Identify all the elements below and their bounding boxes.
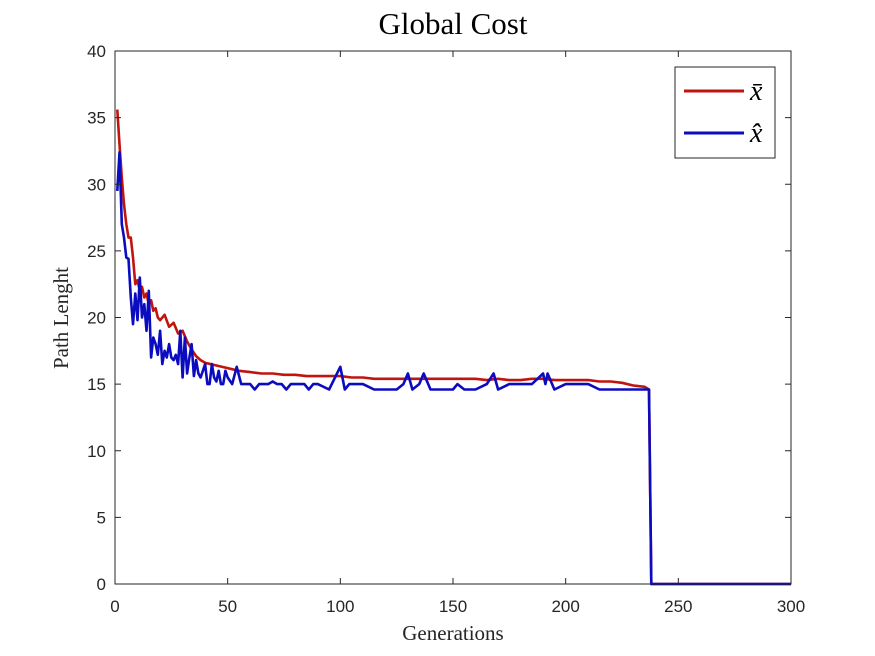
x-tick-label: 200 xyxy=(551,597,579,616)
x-tick-label: 0 xyxy=(110,597,119,616)
y-tick-label: 10 xyxy=(87,442,106,461)
y-axis-label: Path Lenght xyxy=(49,267,73,369)
y-tick-label: 0 xyxy=(97,575,106,594)
legend: x̄ x̂ xyxy=(674,66,776,159)
y-tick-label: 30 xyxy=(87,175,106,194)
y-tick-label: 25 xyxy=(87,242,106,261)
y-tick-label: 35 xyxy=(87,109,106,128)
y-tick-label: 20 xyxy=(87,309,106,328)
y-tick-label: 40 xyxy=(87,42,106,61)
x-tick-label: 50 xyxy=(218,597,237,616)
series-layer xyxy=(116,109,791,586)
y-tick-label: 15 xyxy=(87,375,106,394)
x-tick-label: 300 xyxy=(777,597,805,616)
x-tick-label: 150 xyxy=(439,597,467,616)
y-tick-label: 5 xyxy=(97,508,106,527)
series-line-x-hat xyxy=(116,151,791,586)
legend-box xyxy=(674,66,776,159)
legend-label-x-hat: x̂ xyxy=(749,118,763,149)
x-axis-label: Generations xyxy=(402,621,503,645)
chart-title: Global Cost xyxy=(379,6,528,41)
legend-label-x-bar: x̄ xyxy=(749,76,763,107)
ticks-layer: 0 50 100 150 200 250 300 0 5 10 15 20 25 30 35 40 xyxy=(87,42,805,616)
x-tick-label: 250 xyxy=(664,597,692,616)
x-tick-label: 100 xyxy=(326,597,354,616)
